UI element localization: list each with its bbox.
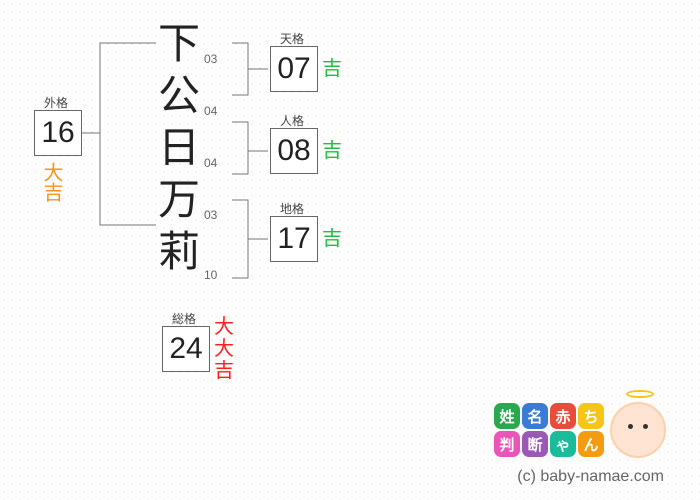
gaikaku-box: 16 bbox=[34, 110, 82, 156]
logo-block: ち bbox=[578, 403, 604, 429]
gaikaku-label: 外格 bbox=[44, 94, 68, 111]
logo-block: ゃ bbox=[550, 431, 576, 457]
stroke-count: 04 bbox=[204, 104, 217, 118]
soukaku-fortune: 大大吉 bbox=[214, 316, 236, 382]
logo-block: 判 bbox=[494, 431, 520, 457]
baby-icon bbox=[610, 402, 666, 458]
logo-block: 断 bbox=[522, 431, 548, 457]
tenkaku-box: 07 bbox=[270, 46, 318, 92]
chikaku-label: 地格 bbox=[280, 200, 304, 217]
stroke-count: 03 bbox=[204, 52, 217, 66]
stroke-count: 03 bbox=[204, 208, 217, 222]
jinkaku-fortune: 吉 bbox=[322, 140, 342, 162]
stroke-count: 04 bbox=[204, 156, 217, 170]
chikaku-num: 17 bbox=[271, 217, 317, 261]
site-logo: 姓名赤ち判断ゃん bbox=[494, 402, 666, 458]
logo-block: 姓 bbox=[494, 403, 520, 429]
logo-block: 赤 bbox=[550, 403, 576, 429]
name-char: 日 bbox=[158, 122, 200, 174]
soukaku-box: 24 bbox=[162, 326, 210, 372]
gaikaku-fortune: 大吉 bbox=[40, 162, 62, 202]
chikaku-fortune: 吉 bbox=[322, 228, 342, 250]
logo-blocks: 姓名赤ち判断ゃん bbox=[494, 403, 604, 457]
name-char: 公 bbox=[158, 70, 200, 122]
logo-block: 名 bbox=[522, 403, 548, 429]
copyright-text: (c) baby-namae.com bbox=[517, 468, 664, 486]
gaikaku-num: 16 bbox=[35, 111, 81, 155]
tenkaku-label: 天格 bbox=[280, 30, 304, 47]
name-char: 下 bbox=[158, 18, 200, 70]
soukaku-label: 総格 bbox=[172, 310, 196, 327]
chikaku-box: 17 bbox=[270, 216, 318, 262]
logo-block: ん bbox=[578, 431, 604, 457]
name-char: 莉 bbox=[158, 226, 200, 278]
jinkaku-box: 08 bbox=[270, 128, 318, 174]
name-char: 万 bbox=[158, 174, 200, 226]
stroke-count: 10 bbox=[204, 268, 217, 282]
jinkaku-label: 人格 bbox=[280, 112, 304, 129]
tenkaku-num: 07 bbox=[271, 47, 317, 91]
name-column: 下 公 日 万 莉 bbox=[158, 18, 200, 278]
jinkaku-num: 08 bbox=[271, 129, 317, 173]
soukaku-num: 24 bbox=[163, 327, 209, 371]
tenkaku-fortune: 吉 bbox=[322, 58, 342, 80]
